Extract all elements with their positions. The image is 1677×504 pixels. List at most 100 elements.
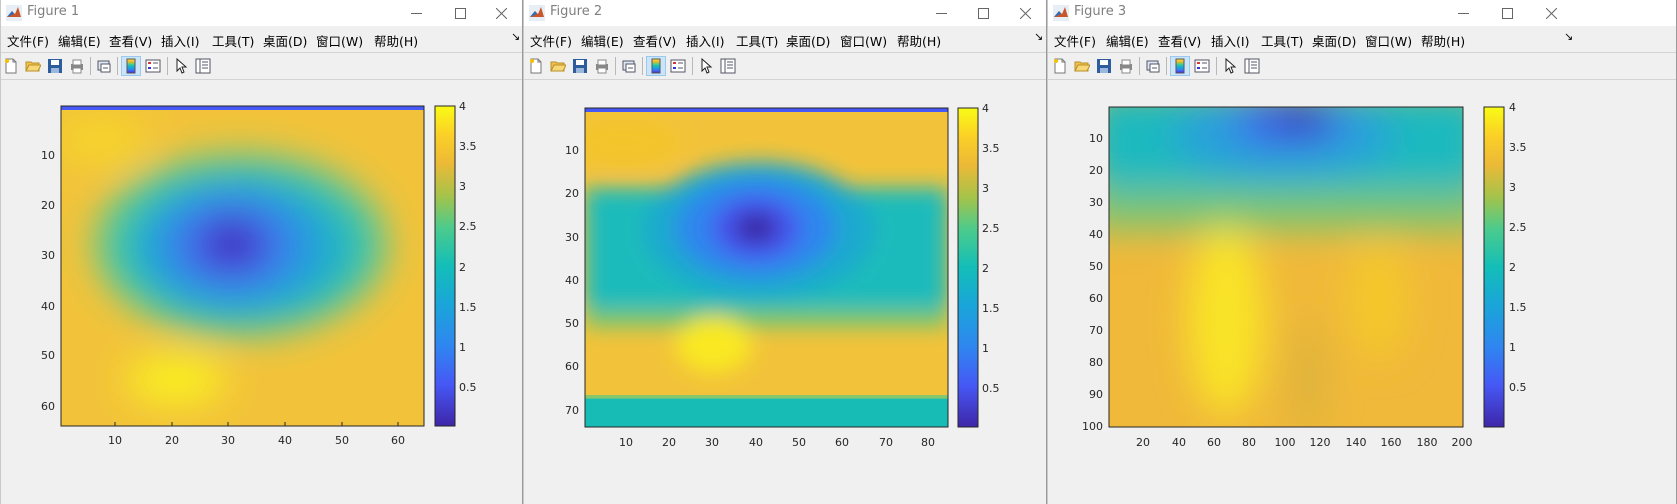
- link-plot-button[interactable]: [619, 56, 639, 76]
- colorbar-tick-label: 2.5: [982, 222, 1000, 235]
- image-plot[interactable]: [569, 107, 949, 428]
- open-file-button[interactable]: [548, 56, 568, 76]
- close-button[interactable]: [478, 0, 522, 26]
- colorbar-tick-label: 0.5: [982, 382, 1000, 395]
- minimize-button[interactable]: [918, 0, 964, 26]
- print-icon: [71, 59, 83, 74]
- image-plot[interactable]: [1088, 90, 1488, 440]
- print-icon: [596, 59, 608, 74]
- x-tick-label: 180: [1417, 436, 1438, 449]
- dock-arrow-icon[interactable]: ↘: [1564, 30, 1574, 43]
- menu-file[interactable]: 文件(F): [1054, 34, 1096, 49]
- property-inspector-button[interactable]: [718, 56, 738, 76]
- menu-window[interactable]: 窗口(W): [840, 34, 888, 49]
- property-inspector-button[interactable]: [193, 56, 213, 76]
- print-button[interactable]: [67, 56, 87, 76]
- insert-colorbar-button[interactable]: [121, 56, 141, 76]
- toolbar-separator: [1139, 57, 1140, 75]
- menu-tools[interactable]: 工具(T): [736, 34, 779, 49]
- menu-desktop[interactable]: 桌面(D): [1312, 34, 1357, 49]
- new-file-icon: [1054, 58, 1066, 74]
- colorbar-tick-label: 2.5: [1509, 221, 1527, 234]
- y-tick-label: 20: [565, 187, 579, 200]
- colorbar[interactable]: 4 3.5 3 2.5 2 1.5 1 0.5: [434, 100, 477, 427]
- menu-desktop[interactable]: 桌面(D): [786, 34, 831, 49]
- legend-icon: [145, 59, 161, 73]
- menu-view[interactable]: 查看(V): [109, 34, 153, 49]
- menu-help[interactable]: 帮助(H): [1421, 34, 1466, 49]
- y-tick-label: 50: [565, 317, 579, 330]
- menu-insert[interactable]: 插入(I): [1211, 34, 1250, 49]
- minimize-icon: [410, 12, 422, 14]
- print-button[interactable]: [1116, 56, 1136, 76]
- menu-view[interactable]: 查看(V): [633, 34, 677, 49]
- maximize-button[interactable]: [437, 0, 483, 26]
- save-button[interactable]: [570, 56, 590, 76]
- colorbar[interactable]: 4 3.5 3 2.5 2 1.5 1 0.5: [957, 102, 1000, 428]
- close-button[interactable]: [1002, 0, 1046, 26]
- menu-insert[interactable]: 插入(I): [161, 34, 200, 49]
- title-bar[interactable]: Figure 3: [1048, 0, 1676, 26]
- title-bar[interactable]: Figure 1: [1, 0, 522, 26]
- y-tick-label: 100: [1082, 420, 1103, 433]
- save-button[interactable]: [1094, 56, 1114, 76]
- close-icon: [1019, 7, 1031, 19]
- edit-plot-button[interactable]: [1220, 56, 1240, 76]
- open-file-button[interactable]: [1072, 56, 1092, 76]
- menu-edit[interactable]: 编辑(E): [581, 34, 624, 49]
- matlab-logo-icon: [529, 5, 545, 21]
- menu-tools[interactable]: 工具(T): [1261, 34, 1304, 49]
- minimize-button[interactable]: [393, 0, 439, 26]
- new-figure-button[interactable]: [1, 56, 21, 76]
- insert-legend-button[interactable]: [1192, 56, 1212, 76]
- print-button[interactable]: [592, 56, 612, 76]
- dock-arrow-icon[interactable]: ↘: [511, 30, 521, 43]
- close-button[interactable]: [1528, 0, 1574, 26]
- property-inspector-button[interactable]: [1242, 56, 1262, 76]
- minimize-button[interactable]: [1440, 0, 1486, 26]
- legend-icon: [670, 59, 686, 73]
- menu-file[interactable]: 文件(F): [530, 34, 572, 49]
- title-bar[interactable]: Figure 2: [524, 0, 1046, 26]
- window-title: Figure 3: [1074, 4, 1127, 19]
- save-button[interactable]: [45, 56, 65, 76]
- menu-file[interactable]: 文件(F): [7, 34, 49, 49]
- colorbar-tick-label: 3: [982, 182, 989, 195]
- insert-legend-button[interactable]: [668, 56, 688, 76]
- menu-tools[interactable]: 工具(T): [212, 34, 255, 49]
- x-tick-label: 160: [1381, 436, 1402, 449]
- link-plot-button[interactable]: [94, 56, 114, 76]
- figure-canvas[interactable]: 20 40 60 80 100 120 140 160 180 200 10 2…: [1048, 80, 1676, 504]
- menu-insert[interactable]: 插入(I): [686, 34, 725, 49]
- dock-arrow-icon[interactable]: ↘: [1034, 30, 1044, 43]
- menu-window[interactable]: 窗口(W): [316, 34, 364, 49]
- colorbar[interactable]: 4 3.5 3 2.5 2 1.5 1 0.5: [1483, 101, 1527, 428]
- edit-plot-button[interactable]: [171, 56, 191, 76]
- figure-canvas[interactable]: 10 20 30 40 50 60 70 80 10 20 30 40 50 6…: [524, 80, 1046, 504]
- menu-edit[interactable]: 编辑(E): [1106, 34, 1149, 49]
- figure-canvas[interactable]: 10 20 30 40 50 60 10 20 30 40 50 60 4 3.…: [1, 80, 522, 504]
- image-plot[interactable]: [56, 105, 425, 427]
- link-plot-button[interactable]: [1143, 56, 1163, 76]
- menu-view[interactable]: 查看(V): [1158, 34, 1202, 49]
- open-file-button[interactable]: [23, 56, 43, 76]
- new-figure-button[interactable]: [1050, 56, 1070, 76]
- menu-window[interactable]: 窗口(W): [1365, 34, 1413, 49]
- maximize-button[interactable]: [960, 0, 1006, 26]
- new-file-icon: [530, 58, 542, 74]
- insert-colorbar-button[interactable]: [1170, 56, 1190, 76]
- edit-plot-button[interactable]: [696, 56, 716, 76]
- insert-colorbar-button[interactable]: [646, 56, 666, 76]
- menu-help[interactable]: 帮助(H): [897, 34, 942, 49]
- menu-desktop[interactable]: 桌面(D): [263, 34, 308, 49]
- menu-edit[interactable]: 编辑(E): [58, 34, 101, 49]
- y-tick-label: 30: [565, 231, 579, 244]
- insert-legend-button[interactable]: [143, 56, 163, 76]
- divider: [524, 52, 1046, 53]
- x-tick-label: 50: [335, 434, 349, 447]
- toolbar-separator: [692, 57, 693, 75]
- menu-help[interactable]: 帮助(H): [374, 34, 419, 49]
- maximize-button[interactable]: [1484, 0, 1530, 26]
- maximize-icon: [1501, 7, 1513, 19]
- new-figure-button[interactable]: [526, 56, 546, 76]
